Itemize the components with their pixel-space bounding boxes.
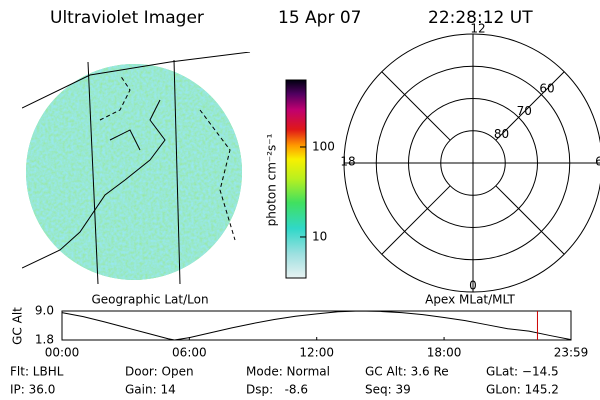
colorbar-tick-label: 10 — [312, 229, 327, 243]
polar-diagonal — [381, 185, 451, 255]
mlt-label: 6 — [595, 155, 600, 169]
panel-label: Geographic Lat/Lon — [91, 293, 208, 307]
colorbar-tick-label: 100 — [312, 139, 335, 153]
status-field: Flt: LBHL — [10, 365, 64, 379]
lat-label: 70 — [517, 104, 532, 118]
status-field: Dsp: -8.6 — [246, 383, 308, 397]
status-field: IP: 36.0 — [10, 383, 55, 397]
status-field: GLon: 145.2 — [486, 383, 559, 397]
lat-ring — [440, 130, 506, 196]
alt-line — [61, 310, 572, 341]
y-tick-label: 9.0 — [35, 304, 54, 318]
mlt-label: 0 — [469, 279, 477, 293]
mlt-label: 12 — [470, 22, 485, 36]
panel-label: Apex MLat/MLT — [425, 293, 515, 307]
status-field: GC Alt: 3.6 Re — [365, 365, 449, 379]
y-tick-label: 1.8 — [35, 333, 54, 347]
status-field: Gain: 14 — [125, 383, 176, 397]
date: 15 Apr 07 — [278, 8, 361, 28]
y-axis-label: GC Alt — [11, 307, 25, 345]
uv-image — [22, 52, 251, 284]
colorbar — [285, 79, 307, 279]
lat-ring — [375, 65, 571, 261]
status-field: GLat: −14.5 — [486, 365, 559, 379]
polar-diagonal — [495, 71, 565, 141]
lat-label: 80 — [494, 127, 509, 141]
title: Ultraviolet Imager — [50, 8, 204, 28]
x-tick-label: 06:00 — [172, 346, 207, 360]
polar-diagonal — [495, 185, 565, 255]
lat-ring — [408, 98, 538, 228]
colorbar-label: photon cm⁻²s⁻¹ — [265, 133, 279, 226]
mlt-label: 18 — [340, 155, 355, 169]
alt-plot-frame — [61, 310, 572, 341]
status-field: Door: Open — [125, 365, 194, 379]
x-tick-label: 18:00 — [427, 346, 462, 360]
x-tick-label: 00:00 — [45, 346, 80, 360]
polar-diagonal — [381, 71, 451, 141]
time: 22:28:12 UT — [428, 8, 533, 28]
status-field: Seq: 39 — [365, 383, 411, 397]
x-tick-label: 23:59 — [554, 346, 589, 360]
lat-label: 60 — [539, 81, 554, 95]
status-field: Mode: Normal — [246, 365, 330, 379]
x-tick-label: 12:00 — [299, 346, 334, 360]
